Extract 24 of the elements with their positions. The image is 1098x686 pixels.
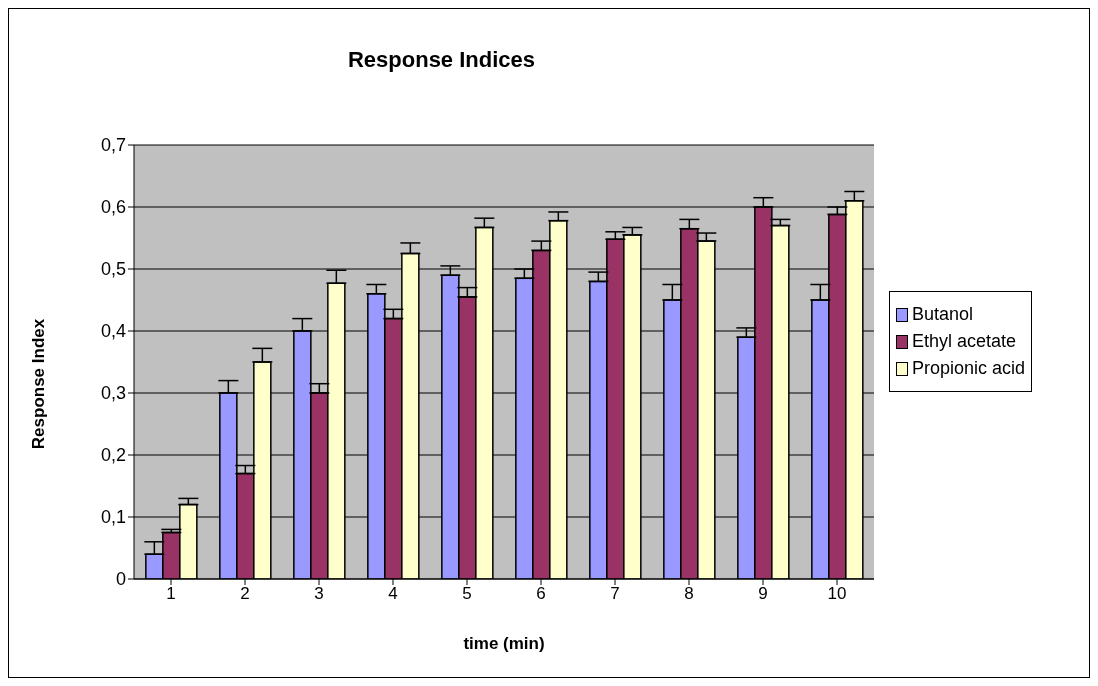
y-tick-label: 0 — [115, 569, 126, 590]
x-tick-label: 9 — [758, 584, 768, 604]
x-tick-label: 7 — [610, 584, 620, 604]
x-tick-label: 4 — [388, 584, 398, 604]
y-tick-label: 0,3 — [100, 383, 126, 404]
x-tick-label: 1 — [166, 584, 176, 604]
x-tick-label: 10 — [827, 584, 847, 604]
y-tick-label: 0,4 — [100, 321, 126, 342]
y-tick-label: 0,1 — [100, 507, 126, 528]
x-tick-label: 3 — [314, 584, 324, 604]
x-tick-label: 8 — [684, 584, 694, 604]
x-tick-label: 6 — [536, 584, 546, 604]
y-tick-label: 0,5 — [100, 259, 126, 280]
x-tick-label: 5 — [462, 584, 472, 604]
legend-label: Ethyl acetate — [912, 331, 1017, 352]
y-axis-title: Response Index — [29, 318, 49, 450]
chart-title: Response Indices — [346, 47, 537, 73]
x-axis-title: time (min) — [462, 634, 546, 654]
x-tick-label: 2 — [240, 584, 250, 604]
legend-label: Butanol — [912, 304, 974, 325]
y-tick-label: 0,6 — [100, 197, 126, 218]
y-tick-label: 0,2 — [100, 445, 126, 466]
y-tick-label: 0,7 — [100, 135, 126, 156]
legend-label: Propionic acid — [912, 358, 1026, 379]
